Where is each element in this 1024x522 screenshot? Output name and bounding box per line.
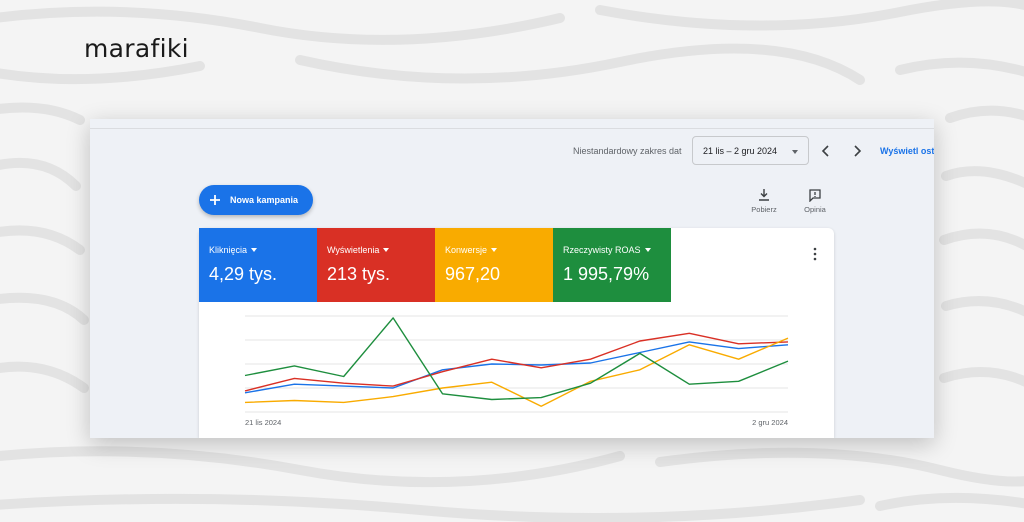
metric-tile-clicks[interactable]: Kliknięcia 4,29 tys.	[199, 228, 317, 302]
dropdown-arrow-icon	[792, 150, 798, 154]
x-tick-start: 21 lis 2024	[245, 418, 281, 427]
metric-value: 1 995,79%	[563, 264, 650, 284]
metric-label: Rzeczywisty ROAS	[563, 245, 651, 255]
feedback-button[interactable]: Opinia	[795, 188, 835, 214]
feedback-label: Opinia	[804, 205, 826, 214]
metric-tile-conversions[interactable]: Konwersje 967,20	[435, 228, 553, 302]
download-button[interactable]: Pobierz	[744, 188, 784, 214]
metric-tile-impressions[interactable]: Wyświetlenia 213 tys.	[317, 228, 435, 302]
metric-value: 213 tys.	[327, 264, 391, 284]
metric-label: Kliknięcia	[209, 245, 258, 255]
series-line-3	[244, 317, 789, 401]
view-link[interactable]: Wyświetl ost	[880, 146, 934, 156]
x-tick-end: 2 gru 2024	[752, 418, 788, 427]
performance-line-chart: 21 lis 2024 2 gru 2024	[244, 315, 789, 427]
metric-value: 4,29 tys.	[209, 264, 278, 284]
dropdown-arrow-icon	[644, 248, 651, 252]
metric-label: Wyświetlenia	[327, 245, 390, 255]
new-campaign-button[interactable]: Nowa kampania	[199, 185, 313, 215]
series-line-1	[244, 332, 789, 392]
series-line-0	[244, 341, 789, 394]
plus-icon	[210, 195, 220, 205]
chevron-left-icon[interactable]	[818, 143, 834, 159]
download-label: Pobierz	[751, 205, 777, 214]
more-options-icon[interactable]	[811, 247, 819, 261]
brand-logo: marafiki	[84, 34, 189, 63]
metric-value: 967,20	[445, 264, 501, 284]
feedback-icon	[809, 189, 821, 202]
metric-label: Konwersje	[445, 245, 498, 255]
date-range-value: 21 lis – 2 gru 2024	[703, 146, 778, 156]
top-divider	[90, 128, 934, 129]
series-line-2	[244, 337, 789, 407]
new-campaign-label: Nowa kampania	[230, 195, 299, 205]
chart-series	[244, 317, 789, 407]
date-range-label: Niestandardowy zakres dat	[573, 146, 682, 156]
chevron-right-icon[interactable]	[849, 143, 865, 159]
dropdown-arrow-icon	[383, 248, 390, 252]
dropdown-arrow-icon	[251, 248, 258, 252]
date-range-select[interactable]: 21 lis – 2 gru 2024	[692, 136, 809, 165]
dropdown-arrow-icon	[491, 248, 498, 252]
performance-card: Kliknięcia 4,29 tys. Wyświetlenia 213 ty…	[199, 228, 834, 438]
download-icon	[759, 189, 769, 201]
google-ads-overview-panel: Niestandardowy zakres dat 21 lis – 2 gru…	[90, 119, 934, 438]
metric-tile-roas[interactable]: Rzeczywisty ROAS 1 995,79%	[553, 228, 671, 302]
